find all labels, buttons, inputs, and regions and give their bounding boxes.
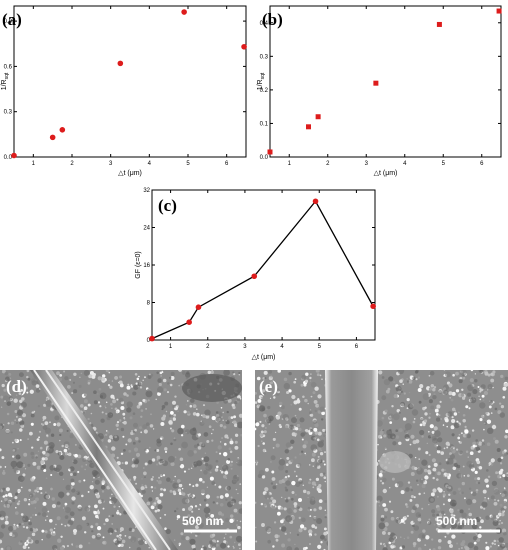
chart-c-xtick-label: 5 <box>318 344 322 350</box>
panel-label-e: (e) <box>259 377 278 396</box>
chart-a-xtick-label: 4 <box>148 161 152 167</box>
chart-a-ylabel: 1/Rsqt <box>1 72 10 90</box>
chart-a-point <box>59 127 66 133</box>
chart-b-ytick-label: 0.4 <box>260 21 269 27</box>
chart-a-ytick-label: 0.3 <box>4 110 13 116</box>
chart-c-ytick-label: 8 <box>147 301 151 307</box>
chart-a-ytick-label: 0.6 <box>4 64 13 70</box>
chart-b-point <box>315 114 321 120</box>
chart-b-xtick-label: 2 <box>326 161 330 167</box>
chart-c-xlabel: △t (μm) <box>252 354 276 361</box>
chart-c-panel-label: (c) <box>158 196 177 215</box>
chart-a-point <box>49 134 56 141</box>
chart-c-point <box>186 319 192 325</box>
chart-a-xtick-label: 3 <box>109 161 113 167</box>
chart-a-xtick-label: 1 <box>32 161 36 167</box>
chart-b-ytick-label: 0.1 <box>260 121 269 127</box>
scale-bar-label-e: 500 nm <box>436 514 477 528</box>
sem-image-e <box>255 370 508 550</box>
chart-b-xtick-label: 5 <box>442 161 446 167</box>
chart-c-xtick-label: 1 <box>169 344 173 350</box>
chart-c-ytick-label: 0 <box>147 338 151 344</box>
chart-b-xtick-label: 4 <box>403 161 407 167</box>
chart-a-xtick-label: 6 <box>225 161 229 167</box>
panel-label-d: (d) <box>6 377 27 396</box>
chart-b-xlabel: △t (μm) <box>374 170 398 177</box>
sem-image-d <box>0 370 242 550</box>
chart-c-point <box>312 198 319 205</box>
chart-c-point <box>149 335 155 342</box>
chart-b-point <box>436 21 442 27</box>
chart-c-point <box>195 304 202 310</box>
chart-b-xtick-label: 6 <box>480 161 484 167</box>
chart-b-ylabel: 1/Rsqt <box>257 72 266 90</box>
chart-b-ytick-label: 0.3 <box>260 54 269 60</box>
chart-b-ytick-label: 0.0 <box>260 155 269 161</box>
chart-a-xlabel: △t (μm) <box>118 170 142 177</box>
chart-panel-c: 1 2 3 4 5 6 0 8 16 24 32 △t (μm) GF (ε=0) (c) <box>135 188 376 361</box>
chart-a-point <box>117 60 124 67</box>
chart-b-point <box>306 124 311 130</box>
chart-c-point <box>251 273 258 280</box>
chart-b-plot-frame <box>269 5 502 158</box>
chart-a-ytick-label: 0.0 <box>4 155 13 161</box>
chart-panel-a: 1 2 3 4 5 6 0.0 0.3 0.6 0.9 △t (μm) 1/Rsqt (a) <box>1 5 247 177</box>
chart-b-panel-label: (b) <box>262 10 283 29</box>
chart-c-point <box>370 303 376 310</box>
chart-c-xtick-label: 4 <box>280 344 284 350</box>
chart-a-panel-label: (a) <box>2 10 22 29</box>
chart-b-point <box>267 149 273 155</box>
chart-c-ylabel: GF (ε=0) <box>135 251 142 278</box>
chart-b-point <box>373 80 379 86</box>
chart-b-xtick-label: 3 <box>365 161 369 167</box>
chart-c-xtick-label: 6 <box>355 344 359 350</box>
chart-c-ytick-label: 32 <box>143 188 150 194</box>
chart-c-xtick-label: 3 <box>243 344 247 350</box>
chart-a-ytick-label: 0.9 <box>4 19 13 25</box>
chart-a-xtick-label: 5 <box>186 161 190 167</box>
chart-a-point <box>11 152 17 159</box>
chart-a-plot-frame <box>13 5 247 158</box>
chart-b-point <box>496 8 502 14</box>
chart-c-ytick-label: 24 <box>143 226 150 232</box>
chart-a-point <box>181 9 187 15</box>
chart-c-ytick-label: 16 <box>143 263 150 269</box>
chart-c-xtick-label: 2 <box>206 344 210 350</box>
chart-a-xtick-label: 2 <box>70 161 74 167</box>
chart-panel-b: 1 2 3 4 5 6 0.0 0.1 0.2 0.3 0.4 △t (μm) 1/Rsqt (b) <box>257 5 502 177</box>
chart-b-ytick-label: 0.2 <box>260 88 269 94</box>
scale-bar-label-d: 500 nm <box>182 514 223 528</box>
chart-a-point <box>241 43 247 50</box>
chart-c-series-line <box>151 200 374 340</box>
chart-b-xtick-label: 1 <box>288 161 292 167</box>
